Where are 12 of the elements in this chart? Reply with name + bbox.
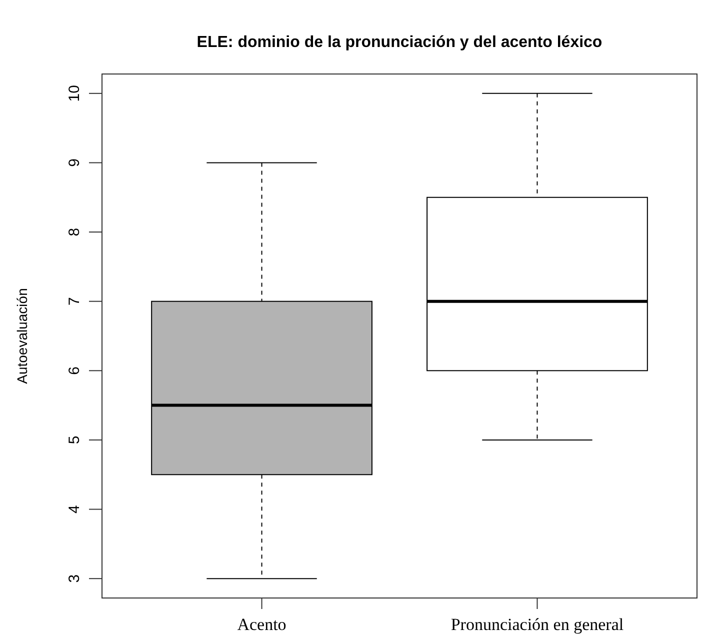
y-tick-label: 6 (66, 366, 83, 375)
y-tick-label: 8 (66, 228, 83, 236)
y-tick-label: 4 (66, 505, 83, 514)
y-tick-label: 9 (66, 158, 83, 167)
y-axis-title: Autoevaluación (14, 288, 30, 384)
y-tick-label: 5 (66, 436, 83, 444)
y-tick-label: 3 (66, 574, 83, 583)
chart-title: ELE: dominio de la pronunciación y del acento léxico (196, 34, 602, 51)
x-tick-label: Acento (237, 615, 286, 634)
x-tick-label: Pronunciación en general (450, 615, 624, 634)
y-tick-label: 7 (66, 297, 83, 306)
y-tick-label: 10 (66, 85, 83, 102)
